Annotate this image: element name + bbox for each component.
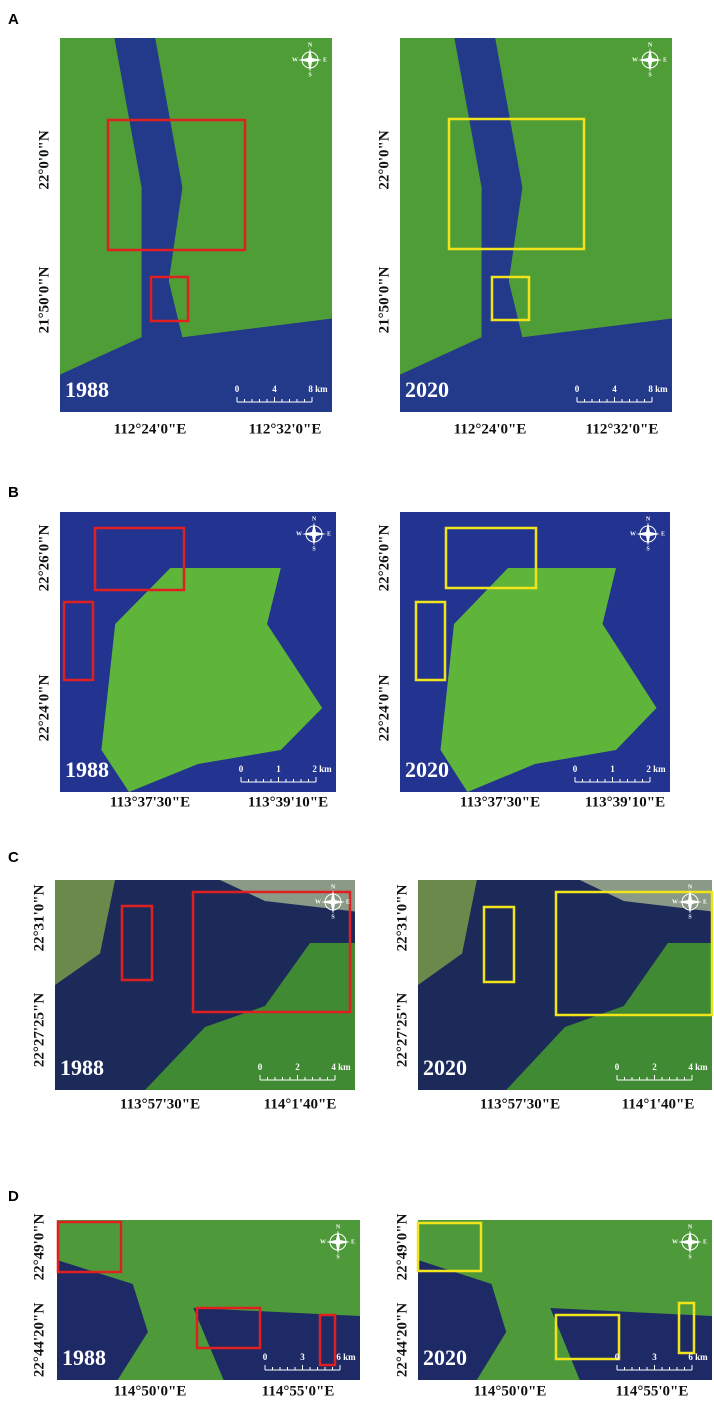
compass-letter: N <box>308 42 313 48</box>
longitude-label: 112°32'0"E <box>586 421 659 437</box>
panel-label: C <box>8 849 19 866</box>
scale-label: 4 km <box>688 1062 708 1072</box>
scale-label: 2 <box>652 1062 657 1072</box>
scale-label: 0 <box>575 384 580 394</box>
longitude-label: 113°57'30"E <box>120 1096 200 1112</box>
longitude-label: 114°1'40"E <box>622 1096 695 1112</box>
longitude-label: 113°39'10"E <box>248 794 328 810</box>
panel-label: A <box>8 11 19 28</box>
scale-label: 4 km <box>331 1062 351 1072</box>
latitude-label: 22°24'0"N <box>36 674 52 741</box>
scale-label: 0 <box>615 1352 620 1362</box>
compass-letter: N <box>336 1224 341 1230</box>
scale-label: 0 <box>239 764 244 774</box>
longitude-label: 113°57'30"E <box>480 1096 560 1112</box>
latitude-label: 22°49'0"N <box>394 1213 410 1280</box>
compass-letter: W <box>315 899 321 905</box>
compass-letter: N <box>646 516 651 522</box>
latitude-label: 22°27'25"N <box>394 993 410 1067</box>
longitude-label: 112°32'0"E <box>249 421 322 437</box>
scale-label: 3 <box>300 1352 305 1362</box>
scale-label: 2 km <box>646 764 666 774</box>
panel-label: D <box>8 1188 19 1205</box>
scale-label: 6 km <box>688 1352 708 1362</box>
scale-label: 4 <box>272 384 277 394</box>
scale-label: 4 <box>612 384 617 394</box>
longitude-label: 113°39'10"E <box>585 794 665 810</box>
compass-letter: E <box>703 1239 707 1245</box>
latitude-label: 22°44'20"N <box>31 1303 47 1377</box>
scale-label: 0 <box>573 764 578 774</box>
latitude-label: 22°27'25"N <box>31 993 47 1067</box>
latitude-label: 22°26'0"N <box>36 524 52 591</box>
scale-label: 0 <box>263 1352 268 1362</box>
scale-label: 8 km <box>648 384 668 394</box>
panel-label: B <box>8 484 19 501</box>
scale-label: 0 <box>235 384 240 394</box>
scale-label: 2 km <box>312 764 332 774</box>
compass-letter: N <box>331 884 336 890</box>
longitude-label: 112°24'0"E <box>454 421 527 437</box>
longitude-label: 114°50'0"E <box>474 1383 547 1399</box>
year-label: 1988 <box>65 757 109 782</box>
compass-letter: W <box>672 899 678 905</box>
longitude-label: 113°37'30"E <box>110 794 190 810</box>
scale-label: 6 km <box>336 1352 356 1362</box>
year-label: 2020 <box>423 1055 467 1080</box>
latitude-label: 22°31'0"N <box>394 884 410 951</box>
compass-letter: E <box>351 1239 355 1245</box>
scale-label: 8 km <box>308 384 328 394</box>
compass-letter: E <box>346 899 350 905</box>
latitude-label: 22°26'0"N <box>376 524 392 591</box>
year-label: 1988 <box>62 1345 106 1370</box>
longitude-label: 113°37'30"E <box>460 794 540 810</box>
longitude-label: 112°24'0"E <box>114 421 187 437</box>
compass-letter: W <box>632 57 638 63</box>
compass-letter: E <box>663 57 667 63</box>
compass-letter: N <box>312 516 317 522</box>
latitude-label: 22°49'0"N <box>31 1213 47 1280</box>
longitude-label: 114°55'0"E <box>262 1383 335 1399</box>
figure: A 22°0'0"N 21°50'0"N 112°24'0"E 112°32'0"E 19… <box>0 0 714 1404</box>
year-label: 1988 <box>65 377 109 402</box>
compass-letter: W <box>292 57 298 63</box>
latitude-label: 22°0'0"N <box>36 130 52 189</box>
compass-letter: W <box>320 1239 326 1245</box>
year-label: 2020 <box>405 757 449 782</box>
latitude-label: 21°50'0"N <box>376 266 392 333</box>
compass-letter: E <box>327 531 331 537</box>
scale-label: 1 <box>610 764 615 774</box>
latitude-label: 22°44'20"N <box>394 1303 410 1377</box>
compass-letter: N <box>648 42 653 48</box>
year-label: 2020 <box>423 1345 467 1370</box>
compass-letter: E <box>703 899 707 905</box>
year-label: 1988 <box>60 1055 104 1080</box>
compass-letter: W <box>672 1239 678 1245</box>
latitude-label: 22°31'0"N <box>31 884 47 951</box>
scale-label: 1 <box>276 764 281 774</box>
compass-letter: E <box>323 57 327 63</box>
longitude-label: 114°50'0"E <box>114 1383 187 1399</box>
compass-letter: N <box>688 884 693 890</box>
year-label: 2020 <box>405 377 449 402</box>
compass-letter: N <box>688 1224 693 1230</box>
scale-label: 2 <box>295 1062 300 1072</box>
longitude-label: 114°55'0"E <box>616 1383 689 1399</box>
scale-label: 3 <box>652 1352 657 1362</box>
compass-letter: W <box>296 531 302 537</box>
scale-label: 0 <box>258 1062 263 1072</box>
longitude-label: 114°1'40"E <box>264 1096 337 1112</box>
latitude-label: 22°0'0"N <box>376 130 392 189</box>
latitude-label: 21°50'0"N <box>36 266 52 333</box>
compass-letter: W <box>630 531 636 537</box>
latitude-label: 22°24'0"N <box>376 674 392 741</box>
scale-label: 0 <box>615 1062 620 1072</box>
compass-letter: E <box>661 531 665 537</box>
